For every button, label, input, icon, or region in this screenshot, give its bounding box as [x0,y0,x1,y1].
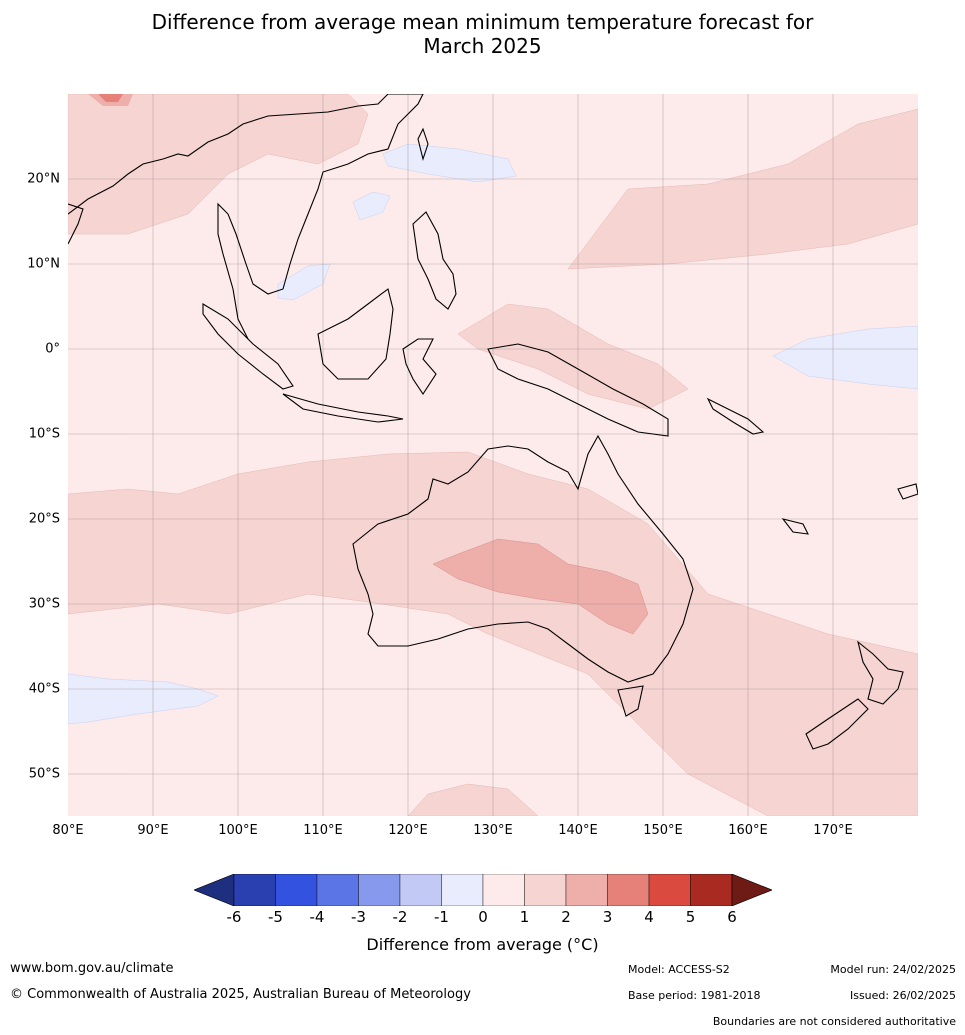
lat-label-20s: 20°S [28,511,60,527]
lon-label-80e: 80°E [52,823,84,838]
coast-philippines [412,211,457,310]
lat-label-40s: 40°S [28,681,60,697]
lon-label-100e: 100°E [218,823,258,838]
colorbar-tick-label: -2 [392,908,408,926]
colorbar-bin [524,873,567,907]
colorbar-extend-high [731,873,773,907]
coast-borneo [317,288,394,380]
model-text: Model: ACCESS-S2 [628,963,730,976]
disclaimer-text: Boundaries are not considered authoritat… [712,1015,956,1028]
coast-new-guinea [487,343,669,437]
colorbar-bin [275,873,318,907]
colorbar-bin [565,873,608,907]
anomaly-region-southern-ocean [407,783,539,816]
colorbar-tick-label: 3 [602,908,613,926]
coast-solomons [706,397,765,435]
colorbar-tick-label: -1 [434,908,449,926]
lon-label-150e: 150°E [643,823,683,838]
lon-label-110e: 110°E [303,823,343,838]
lat-label-30s: 30°S [28,596,60,612]
colorbar-bin [648,873,691,907]
colorbar-extend-low [193,873,235,907]
colorbar-tick-label: -3 [351,908,366,926]
coast-india [68,203,84,245]
chart-title: Difference from average mean minimum tem… [0,10,965,58]
coast-new-zealand-north [857,640,904,705]
title-line-2: March 2025 [423,34,542,58]
lon-label-120e: 120°E [388,823,428,838]
lat-label-50s: 50°S [28,766,60,782]
anomaly-region-central-australia [432,538,649,635]
coastlines [68,94,918,750]
lon-label-140e: 140°E [558,823,598,838]
anomaly-region-asia [68,94,369,235]
issued-text: Issued: 26/02/2025 [849,989,956,1002]
lat-label-10s: 10°S [28,426,60,442]
lat-label-10n: 10°N [27,256,60,272]
anomaly-region-equatorial-pacific [772,325,918,390]
forecast-map[interactable] [68,94,918,816]
anomaly-region-east-china-sea [382,143,517,183]
coast-sumatra [202,303,294,390]
anomaly-region-north-pacific [567,108,918,270]
model-run-text: Model run: 24/02/2025 [830,963,956,976]
colorbar-tick-label: 5 [685,908,696,926]
anomaly-region-south-china-sea [352,191,391,221]
colorbar-tick-label: 6 [727,908,737,926]
colorbar-tick-label: 1 [519,908,530,926]
anomaly-region-tibet-hot [98,94,123,102]
colorbar-tick-label: 2 [561,908,571,926]
colorbar-bin [358,873,401,907]
colorbar-bin [316,873,359,907]
coast-java [282,393,404,423]
colorbar-bin [607,873,650,907]
website-link[interactable]: www.bom.gov.au/climate [10,961,174,976]
colorbar-tick-label: -5 [268,908,283,926]
coast-asia-mainland [68,94,424,340]
colorbar-bin [690,873,733,907]
lat-label-20n: 20°N [27,171,60,187]
lon-label-160e: 160°E [728,823,768,838]
colorbar-tick-label: -6 [226,908,242,926]
anomaly-region-southern-indian [68,673,219,725]
coast-new-zealand-south [805,698,869,750]
colorbar [193,873,773,907]
copyright-text: © Commonwealth of Australia 2025, Austra… [10,987,471,1002]
colorbar-bin [482,873,525,907]
lat-label-0: 0° [45,341,60,357]
colorbar-tick-label: 4 [644,908,654,926]
graticule [68,94,918,816]
lon-label-170e: 170°E [813,823,853,838]
coast-australia [352,434,694,683]
colorbar-label: Difference from average (°C) [366,935,599,954]
anomaly-region-png [457,303,689,410]
colorbar-svg [193,873,773,907]
coast-sulawesi [402,338,437,396]
coast-new-caledonia [897,483,918,500]
coast-tasmania [617,685,644,717]
map-svg [68,94,918,816]
colorbar-tick-label: 0 [478,908,488,926]
base-period-text: Base period: 1981-2018 [628,989,761,1002]
title-line-1: Difference from average mean minimum tem… [151,10,814,34]
lon-label-90e: 90°E [137,823,169,838]
coast-taiwan [417,127,429,161]
coast-vanuatu-fiji [781,518,809,535]
colorbar-bin [441,873,484,907]
colorbar-tick-label: -4 [309,908,325,926]
lon-label-130e: 130°E [473,823,513,838]
colorbar-bin [233,873,276,907]
colorbar-bin [399,873,442,907]
